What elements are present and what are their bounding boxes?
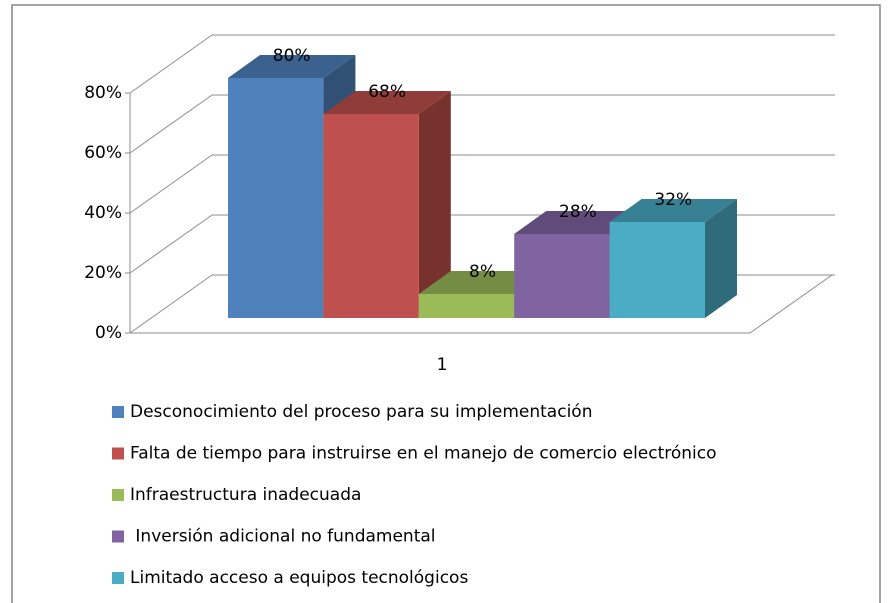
- grid-line: [129, 34, 213, 94]
- grid-line: [129, 214, 213, 274]
- y-tick-label: 80%: [84, 83, 122, 103]
- legend-label: Limitado acceso a equipos tecnológicos: [130, 568, 468, 588]
- data-label: 28%: [559, 202, 597, 222]
- data-label: 32%: [654, 190, 692, 210]
- legend-swatch: [112, 530, 124, 543]
- legend-swatch: [112, 489, 124, 501]
- bar-side: [705, 199, 737, 318]
- data-label: 80%: [273, 46, 311, 66]
- y-tick-label: 60%: [84, 143, 122, 163]
- bar-top: [228, 55, 356, 78]
- bar-side: [418, 91, 451, 318]
- bar-top: [323, 91, 451, 114]
- bar-top: [609, 199, 737, 222]
- y-tick-label: 40%: [84, 203, 122, 223]
- x-tick-label: 1: [437, 355, 448, 375]
- bar: [228, 78, 324, 318]
- chart-frame: [11, 4, 881, 603]
- bar: [418, 294, 515, 318]
- data-label: 8%: [469, 262, 496, 282]
- y-tick-label: 0%: [95, 323, 122, 343]
- grid-line: [129, 274, 213, 334]
- floor: [130, 274, 833, 334]
- legend-label: Falta de tiempo para instruirse en el ma…: [130, 444, 717, 464]
- legend-label: Infraestructura inadecuada: [130, 485, 361, 505]
- data-label: 68%: [368, 82, 406, 102]
- legend-swatch: [112, 572, 124, 584]
- bar: [323, 114, 419, 318]
- legend-swatch: [112, 406, 124, 418]
- legend-label: Desconocimiento del proceso para su impl…: [130, 402, 592, 422]
- bar: [609, 222, 705, 318]
- bar: [514, 234, 610, 318]
- y-tick-label: 20%: [84, 263, 122, 283]
- grid-line: [129, 154, 213, 214]
- legend-swatch: [112, 447, 124, 460]
- legend-label: Inversión adicional no fundamental: [130, 527, 436, 547]
- grid-line: [129, 94, 213, 154]
